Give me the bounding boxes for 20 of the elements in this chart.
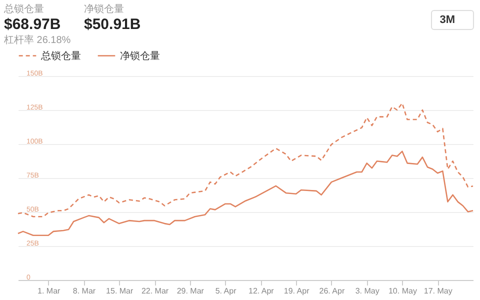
text: 净锁仓量 (84, 3, 125, 16)
x-tick-label: 15. Mar (106, 286, 134, 296)
x-tick-label: 8. Mar (72, 286, 96, 296)
x-tick-label: 29. Mar (176, 286, 204, 296)
x-tick-label: 17. May (424, 286, 452, 296)
x-tick-label: 22. Mar (141, 286, 169, 296)
legend-label: 总锁仓量 (40, 50, 81, 62)
x-tick-label: 10. May (388, 286, 417, 296)
x-tick-label: 5. Apr (215, 286, 237, 296)
x-tick-label: 3. May (355, 286, 380, 296)
text: 杠杆率 26.18% (4, 34, 71, 47)
x-tick-label: 26. Apr (319, 286, 345, 296)
x-tick-label: 19. Apr (284, 286, 310, 296)
legend-label: 净锁仓量 (120, 50, 160, 62)
x-tick-label: 12. Apr (248, 286, 274, 296)
dropdown: 3M (430, 10, 474, 30)
x-tick-label: 1. Mar (37, 286, 61, 296)
text: $68.97B (4, 16, 62, 33)
text: $50.91B (84, 16, 141, 33)
text: 总锁仓量 (4, 2, 45, 16)
